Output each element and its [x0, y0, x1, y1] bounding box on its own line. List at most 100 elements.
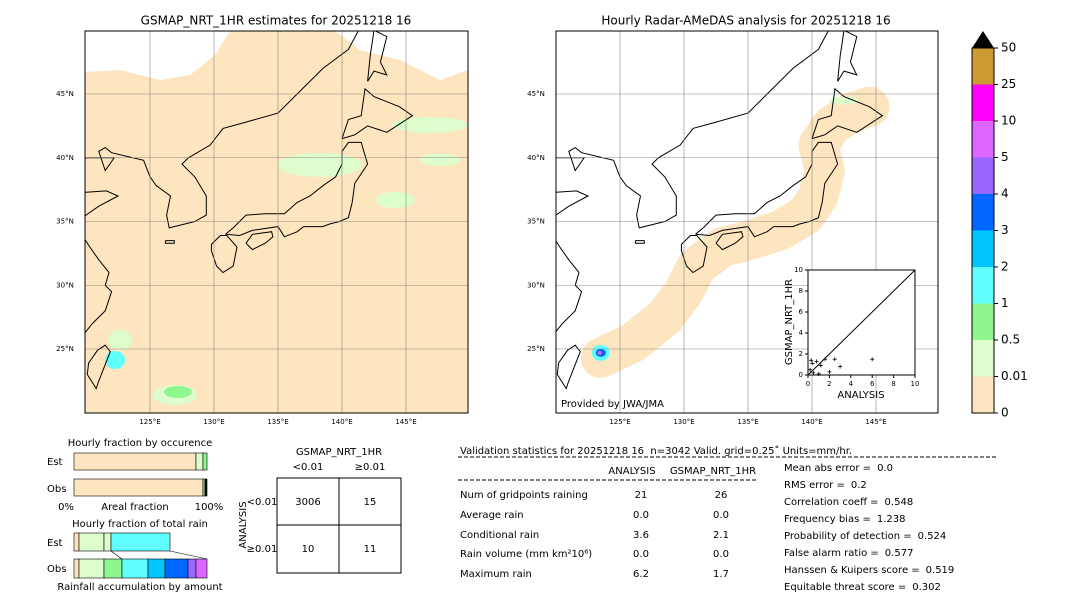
colorbar-segment	[972, 340, 994, 377]
scatter-point	[814, 359, 819, 364]
score-value: 0.0	[877, 463, 893, 474]
y-tick-label: 10	[794, 266, 803, 274]
colorbar-segment	[972, 157, 994, 194]
colorbar-label: 1	[1001, 296, 1009, 310]
colorbar-label: 0.01	[1001, 369, 1028, 383]
lat-label: 45°N	[56, 90, 74, 98]
colorbar-segment	[972, 48, 994, 85]
y-tick-label: 6	[799, 308, 804, 316]
column-header: ANALYSIS	[608, 466, 655, 477]
total-rain-title: Hourly fraction of total rain	[72, 519, 208, 530]
scatter-point	[827, 369, 832, 374]
occurrence-title: Hourly fraction by occurence	[68, 438, 212, 449]
lon-label: 135°E	[737, 418, 758, 426]
x-tick-label: 10	[911, 380, 920, 388]
no-data-area	[335, 31, 468, 80]
coastline	[210, 235, 238, 274]
lat-label: 40°N	[527, 154, 545, 162]
lat-label: 35°N	[56, 218, 74, 226]
total-rain-bars	[73, 532, 208, 579]
y-tick-label: 4	[799, 329, 804, 337]
analysis-value: 3.6	[633, 530, 649, 541]
row-name: Conditional rain	[460, 530, 539, 541]
lon-label: 130°E	[673, 418, 694, 426]
score-value: 1.238	[877, 514, 906, 525]
score-label: False alarm ratio =	[784, 548, 879, 559]
colorbar-segment	[972, 303, 994, 340]
row-name: Num of gridpoints raining	[460, 490, 588, 501]
scatter-xlabel: ANALYSIS	[837, 390, 884, 401]
coastline	[367, 31, 388, 82]
colorbar-label: 10	[1001, 114, 1016, 128]
coastline	[164, 240, 175, 244]
contingency-cell: 10	[302, 544, 315, 555]
score: Probability of detection = 0.524	[784, 531, 946, 542]
colorbar-label: 5	[1001, 150, 1009, 164]
x-tick-label: 6	[870, 380, 875, 388]
colorbar-label: 50	[1001, 41, 1016, 55]
colorbar-segment	[972, 84, 994, 121]
analysis-value: 6.2	[633, 569, 649, 580]
score-value: 0.519	[926, 565, 955, 576]
row-name: Maximum rain	[460, 569, 532, 580]
score-value: 0.302	[912, 582, 941, 593]
lon-label: 135°E	[267, 418, 288, 426]
x-tick-label: 8	[891, 380, 895, 388]
coastline	[680, 235, 708, 274]
coastline	[811, 87, 884, 140]
y-tick-label: 0	[799, 371, 803, 379]
score: Equitable threat score = 0.302	[784, 582, 941, 593]
score-label: Frequency bias =	[784, 514, 871, 525]
rain-patch	[105, 351, 125, 369]
credit: Provided by JWA/JMA	[561, 399, 664, 410]
score: False alarm ratio = 0.577	[784, 548, 913, 559]
lon-label: 145°E	[865, 418, 886, 426]
left-map	[85, 31, 468, 413]
column-header: GSMAP_NRT_1HR	[670, 466, 756, 477]
colorbar-label: 0.5	[1001, 333, 1020, 347]
score-label: Correlation coeff =	[784, 497, 879, 508]
contingency-row-title: ANALYSIS	[238, 501, 249, 548]
lon-label: 140°E	[801, 418, 822, 426]
coastline	[86, 344, 111, 390]
lat-label: 30°N	[527, 281, 545, 289]
validation-title: Validation statistics for 20251218 16 n=…	[460, 445, 852, 457]
score: Hanssen & Kuipers score = 0.519	[784, 565, 954, 576]
score-label: Hanssen & Kuipers score =	[784, 565, 920, 576]
colorbar-extension	[972, 31, 994, 48]
lon-label: 140°E	[331, 418, 352, 426]
analysis-value: 21	[635, 490, 648, 501]
lat-label: 45°N	[527, 90, 545, 98]
axis-label: 0%	[58, 502, 74, 513]
contingency-row-label: ≥0.01	[247, 544, 278, 555]
scatter-point	[808, 367, 813, 372]
contingency-grid	[276, 477, 402, 574]
map-frame	[555, 30, 939, 414]
colorbar-label: 25	[1001, 77, 1016, 91]
scatter-point	[809, 358, 814, 363]
colorbar-segment	[972, 230, 994, 267]
contingency-cell: 11	[364, 544, 377, 555]
colorbar-segment	[972, 121, 994, 158]
scatter-point	[818, 363, 823, 368]
occurrence-bars	[73, 452, 208, 497]
colorbar-label: 2	[1001, 260, 1009, 274]
lat-label: 40°N	[56, 154, 74, 162]
contingency-col-label: ≥0.01	[355, 462, 386, 473]
coastline	[556, 31, 829, 333]
coastline	[556, 344, 581, 390]
score-value: 0.2	[851, 480, 867, 491]
x-tick-label: 4	[849, 380, 854, 388]
contingency-cell: 3006	[295, 497, 320, 508]
score: Frequency bias = 1.238	[784, 514, 906, 525]
coastline	[837, 31, 858, 82]
right-map-title: Hourly Radar-AMeDAS analysis for 2025121…	[601, 14, 890, 28]
score: Correlation coeff = 0.548	[784, 497, 913, 508]
score-value: 0.524	[918, 531, 947, 542]
rain-patch	[164, 386, 192, 398]
no-data-area	[85, 31, 230, 80]
y-tick-label: 2	[799, 350, 803, 358]
coastline	[85, 31, 359, 334]
colorbar-segment	[972, 376, 994, 413]
